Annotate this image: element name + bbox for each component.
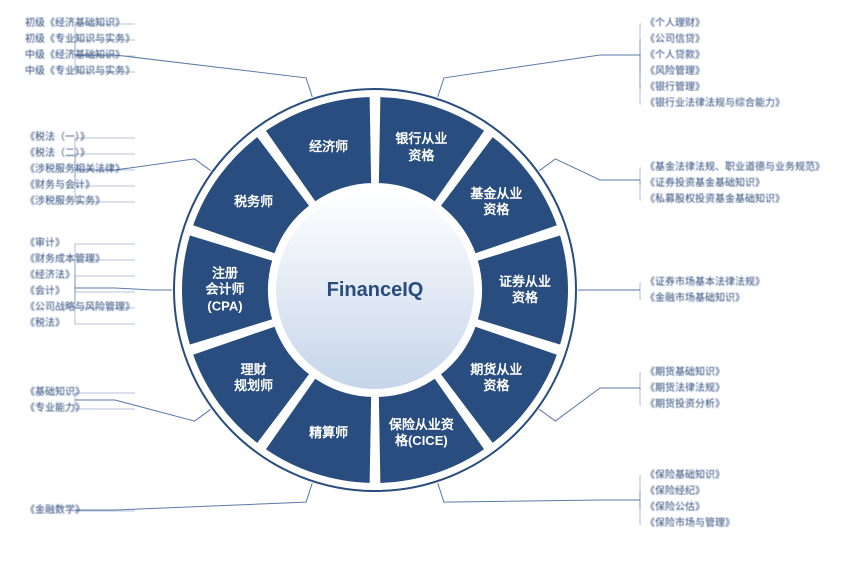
wedge-label-securities: 证券从业 资格 [499,274,551,307]
center-label: FinanceIQ [276,191,474,389]
detail-item: 《财务与会计》 [25,178,125,194]
detail-item: 《风险管理》 [645,64,785,80]
detail-item: 《个人理财》 [645,16,785,32]
leader-branch [640,500,641,524]
wedge-label-fund: 基金从业 资格 [470,186,522,219]
detail-group-g_futures: 《期货基础知识》《期货法律法规》《期货投资分析》 [645,365,725,413]
leader-cfp [75,400,211,421]
detail-item: 《专业能力》 [25,401,85,417]
detail-item: 《公司信贷》 [645,32,785,48]
leader-actuary [75,483,312,510]
detail-item: 《公司战略与风险管理》 [25,300,135,316]
wedge-label-bank: 银行从业 资格 [395,131,447,164]
wedge-label-cfp: 理财 规划师 [234,362,273,395]
detail-item: 《基础知识》 [25,385,85,401]
wedge-label-cpa: 注册 会计师 (CPA) [205,266,244,315]
detail-item: 《保险公估》 [645,500,735,516]
detail-item: 中级《专业知识与实务》 [25,64,135,80]
detail-item: 《税法（二）》 [25,146,125,162]
detail-item: 《期货投资分析》 [645,397,725,413]
detail-item: 《银行管理》 [645,80,785,96]
leader-branch [640,373,641,388]
detail-item: 《保险市场与管理》 [645,516,735,532]
leader-fund [539,159,640,180]
leader-branch [640,40,641,55]
leader-branch [640,180,641,200]
detail-item: 《证券投资基金基础知识》 [645,176,825,192]
wedge-label-actuary: 精算师 [309,425,348,441]
detail-item: 《涉税服务实务》 [25,194,125,210]
detail-item: 《税法（一）》 [25,130,125,146]
leader-branch [640,290,641,299]
detail-item: 《期货法律法规》 [645,381,725,397]
leader-bank [438,55,640,97]
detail-group-g_cpa: 《审计》《财务成本管理》《经济法》《会计》《公司战略与风险管理》《税法》 [25,236,135,332]
detail-group-g_cfp: 《基础知识》《专业能力》 [25,385,85,417]
detail-item: 初级《专业知识与实务》 [25,32,135,48]
detail-item: 《期货基础知识》 [645,365,725,381]
detail-item: 《经济法》 [25,268,135,284]
detail-item: 《审计》 [25,236,135,252]
detail-group-g_cice: 《保险基础知识》《保险经纪》《保险公估》《保险市场与管理》 [645,468,735,532]
detail-group-g_economist: 初级《经济基础知识》初级《专业知识与实务》中级《经济基础知识》中级《专业知识与实… [25,16,135,80]
detail-item: 《涉税服务相关法律》 [25,162,125,178]
wedge-label-tax: 税务师 [234,194,273,210]
wedge-label-cice: 保险从业资 格(CICE) [389,416,454,449]
detail-item: 《个人贷款》 [645,48,785,64]
detail-item: 中级《经济基础知识》 [25,48,135,64]
leader-branch [640,283,641,290]
detail-item: 《会计》 [25,284,135,300]
detail-item: 《金融数学》 [25,503,85,519]
detail-group-g_bank: 《个人理财》《公司信贷》《个人贷款》《风险管理》《银行管理》《银行业法律法规与综… [645,16,785,112]
detail-group-g_securities: 《证券市场基本法律法规》《金融市场基础知识》 [645,275,765,307]
detail-item: 《证券市场基本法律法规》 [645,275,765,291]
detail-item: 《私募股权投资基金基础知识》 [645,192,825,208]
detail-item: 《保险基础知识》 [645,468,735,484]
leader-branch [640,388,641,405]
detail-item: 《保险经纪》 [645,484,735,500]
leader-branch [640,492,641,500]
detail-item: 《财务成本管理》 [25,252,135,268]
wedge-label-economist: 经济师 [309,139,348,155]
detail-item: 《金融市场基础知识》 [645,291,765,307]
leader-branch [640,55,641,104]
detail-group-g_actuary: 《金融数学》 [25,503,85,519]
detail-item: 《基金法律法规、职业道德与业务规范》 [645,160,825,176]
wedge-label-futures: 期货从业 资格 [470,362,522,395]
leader-futures [539,388,640,421]
detail-group-g_tax: 《税法（一）》《税法（二）》《涉税服务相关法律》《财务与会计》《涉税服务实务》 [25,130,125,210]
detail-item: 初级《经济基础知识》 [25,16,135,32]
detail-item: 《银行业法律法规与综合能力》 [645,96,785,112]
detail-item: 《税法》 [25,316,135,332]
detail-group-g_fund: 《基金法律法规、职业道德与业务规范》《证券投资基金基础知识》《私募股权投资基金基… [645,160,825,208]
leader-cice [438,483,640,502]
leader-branch [640,168,641,180]
